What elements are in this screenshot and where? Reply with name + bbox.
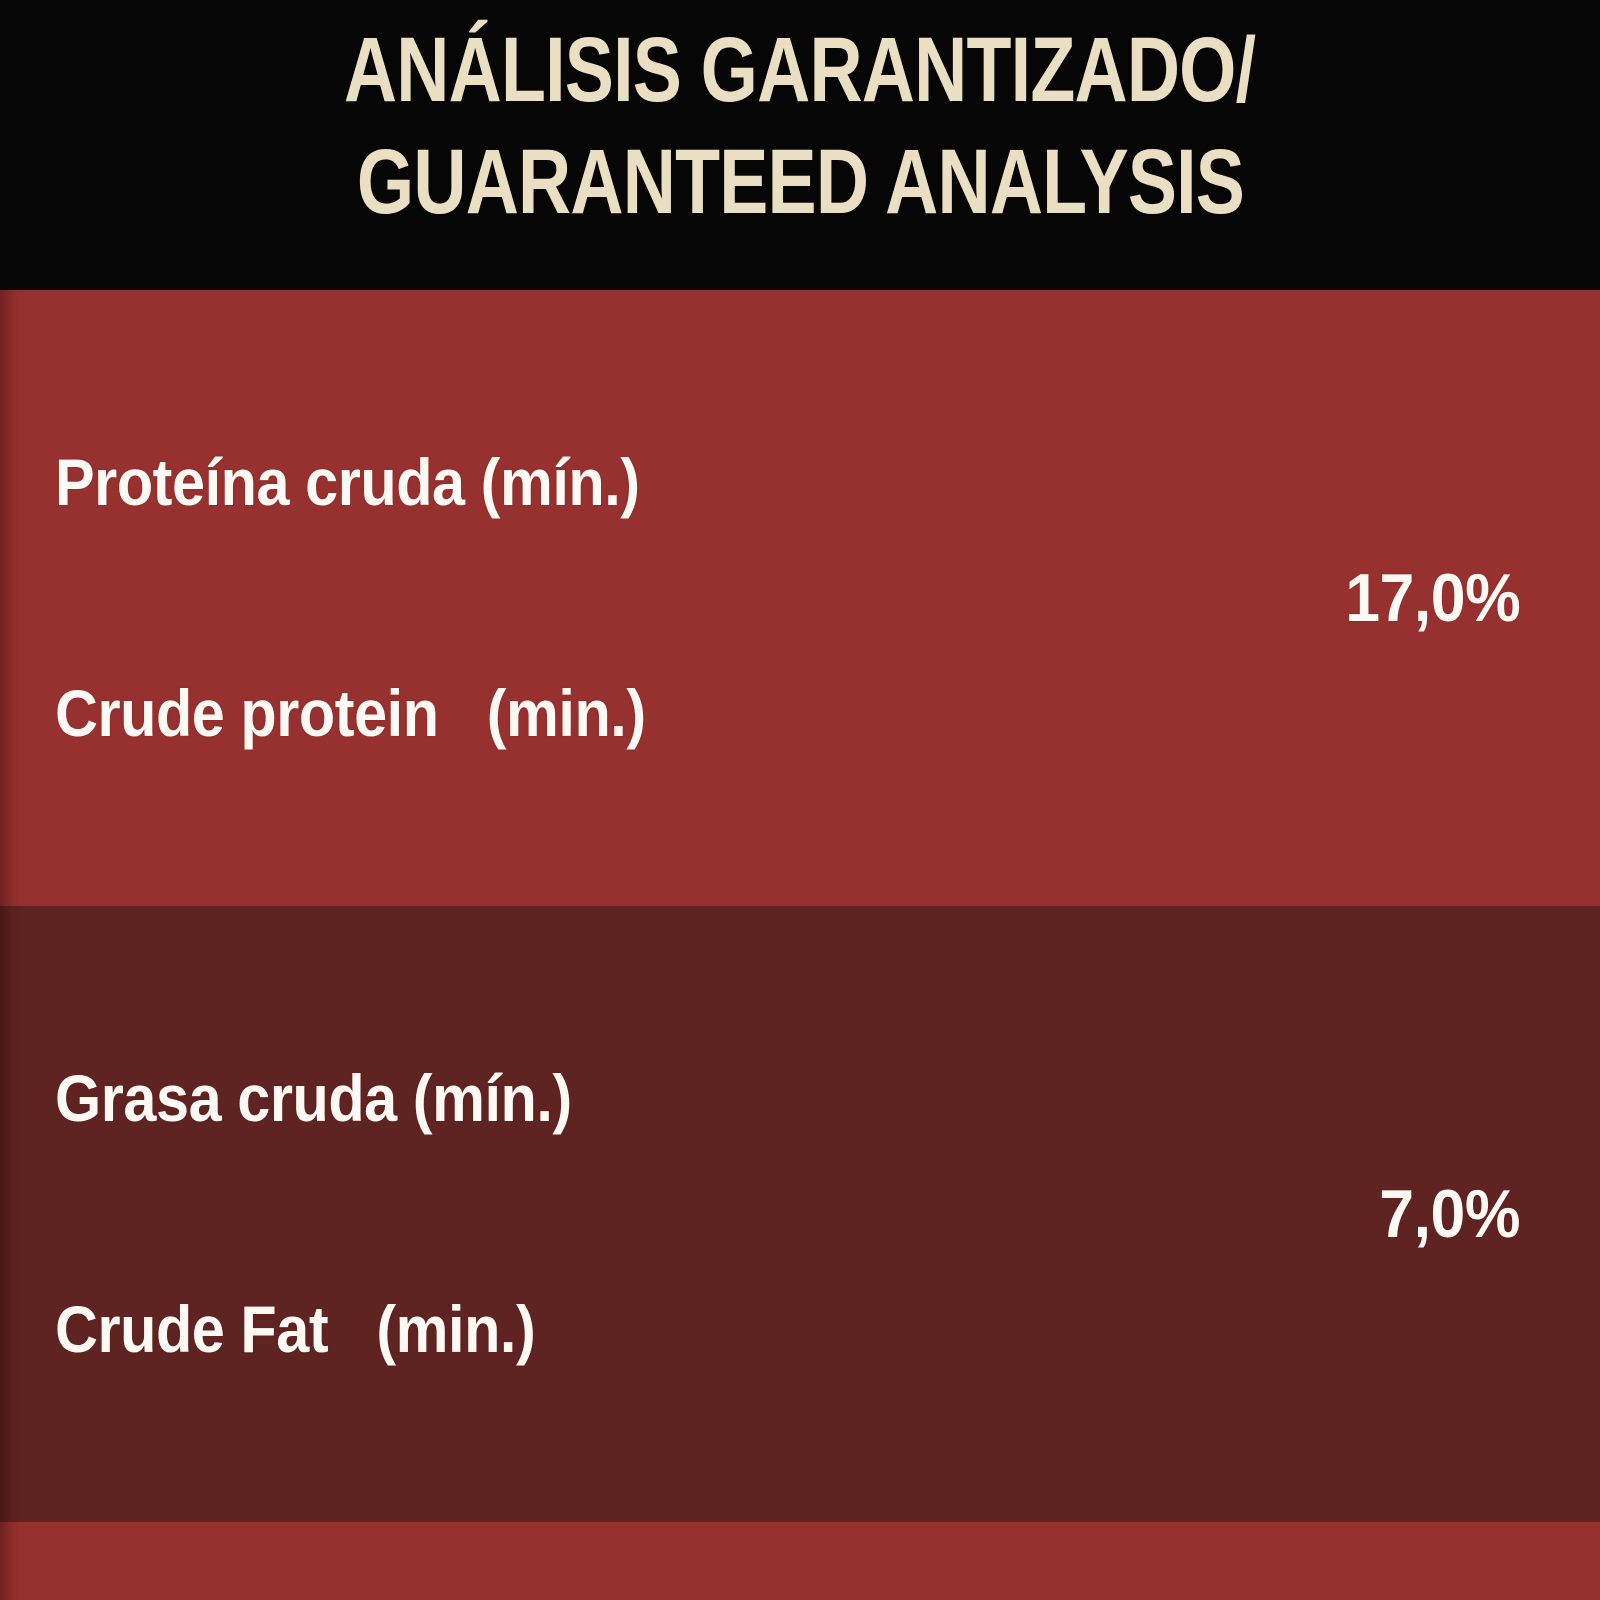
header-title-es: ANÁLISIS GARANTIZADO/: [344, 19, 1256, 121]
nutrient-label: Fibra cruda (máx.) Crude Fiber (max.): [55, 1522, 572, 1600]
analysis-table: Proteína cruda (mín.) Crude protein (min…: [0, 290, 1600, 1600]
analysis-row-crude-fat: Grasa cruda (mín.) Crude Fat (min.) 7,0%: [0, 906, 1600, 1522]
label-header: ANÁLISIS GARANTIZADO/ GUARANTEED ANALYSI…: [0, 0, 1600, 290]
nutrient-label: Grasa cruda (mín.) Crude Fat (min.): [55, 906, 572, 1522]
nutrient-label-es: Grasa cruda (mín.): [55, 1061, 572, 1135]
analysis-row-crude-fiber: Fibra cruda (máx.) Crude Fiber (max.) 6,…: [0, 1522, 1600, 1600]
nutrient-label-en: Crude Fat (min.): [55, 1292, 536, 1366]
nutrient-label: Proteína cruda (mín.) Crude protein (min…: [55, 290, 646, 906]
analysis-row-crude-protein: Proteína cruda (mín.) Crude protein (min…: [0, 290, 1600, 906]
nutrient-value: 17,0%: [1344, 560, 1521, 636]
nutrient-label-es: Proteína cruda (mín.): [55, 445, 640, 519]
header-title-en: GUARANTEED ANALYSIS: [356, 131, 1244, 233]
nutrient-label-en: Crude protein (min.): [55, 676, 646, 750]
nutrient-value: 7,0%: [1379, 1176, 1520, 1252]
